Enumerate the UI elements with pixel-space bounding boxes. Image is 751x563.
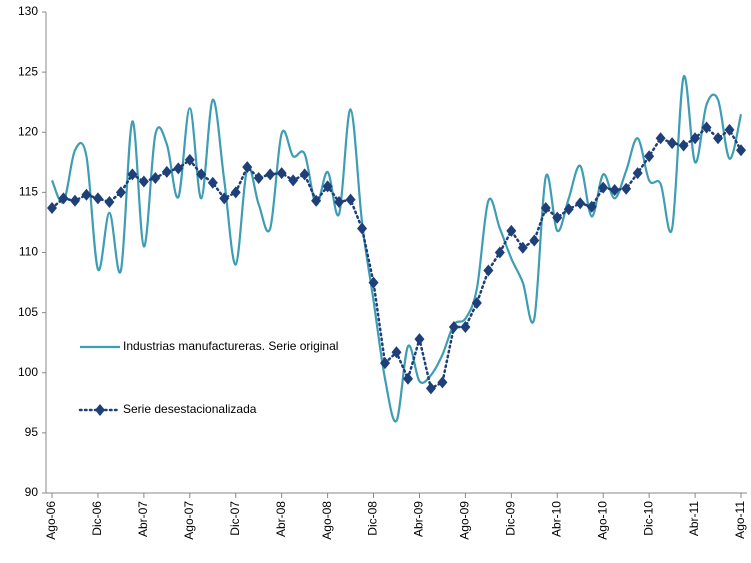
data-point <box>81 188 92 201</box>
data-point <box>517 241 528 254</box>
data-point <box>644 150 655 163</box>
x-tick-label: Dic-10 <box>641 501 655 536</box>
data-point <box>253 171 264 184</box>
y-tick-label: 120 <box>18 124 38 138</box>
data-point <box>425 382 436 395</box>
data-point <box>276 167 287 180</box>
data-point <box>575 197 586 210</box>
data-point <box>219 192 230 205</box>
data-point <box>92 192 103 205</box>
x-tick-label: Abr-10 <box>549 501 563 537</box>
data-point <box>460 321 471 334</box>
data-point <box>667 137 678 150</box>
data-point <box>299 168 310 181</box>
data-point <box>414 333 425 346</box>
y-tick-label: 90 <box>25 485 39 499</box>
data-point <box>334 195 345 208</box>
y-tick-label: 95 <box>25 425 39 439</box>
x-tick-label: Ago-06 <box>44 501 58 540</box>
data-point <box>563 203 574 216</box>
data-point <box>69 194 80 207</box>
data-point <box>713 132 724 145</box>
y-tick-label: 115 <box>19 185 38 199</box>
data-point <box>448 321 459 334</box>
x-tick-label: Abr-08 <box>274 501 288 537</box>
data-point <box>380 357 391 370</box>
data-point <box>655 132 666 145</box>
x-tick-label: Dic-08 <box>366 501 380 536</box>
data-point <box>161 165 172 178</box>
data-point <box>540 202 551 215</box>
x-tick-label: Ago-08 <box>320 501 334 540</box>
data-point <box>690 132 701 145</box>
data-point <box>207 176 218 189</box>
data-point <box>150 171 161 184</box>
data-point <box>609 183 620 196</box>
data-point <box>58 192 69 205</box>
data-point <box>621 182 632 195</box>
data-point <box>494 246 505 259</box>
data-point <box>368 276 379 289</box>
data-point <box>437 376 448 389</box>
data-point <box>288 174 299 187</box>
x-tick-label: Dic-07 <box>228 501 242 536</box>
x-tick-label: Ago-09 <box>458 501 472 540</box>
x-tick-label: Ago-10 <box>595 501 609 540</box>
data-point <box>506 224 517 237</box>
series-line <box>50 75 743 423</box>
legend-label: Serie desestacionalizada <box>123 402 257 416</box>
data-point <box>402 372 413 385</box>
x-tick-label: Abr-09 <box>412 501 426 537</box>
data-point <box>173 162 184 175</box>
data-point <box>184 153 195 166</box>
data-point <box>242 161 253 174</box>
y-tick-label: 125 <box>18 64 38 78</box>
data-point <box>736 144 746 157</box>
legend-label: Industrias manufactureras. Serie origina… <box>123 339 338 353</box>
data-point <box>322 180 333 193</box>
data-point <box>598 181 609 194</box>
data-point <box>311 194 322 207</box>
data-point <box>701 121 712 134</box>
x-tick-label: Ago-07 <box>182 501 196 540</box>
data-point <box>127 168 138 181</box>
x-tick-label: Dic-06 <box>90 501 104 536</box>
data-point <box>391 346 402 359</box>
data-point <box>230 186 241 199</box>
data-point <box>529 234 540 247</box>
x-tick-label: Abr-11 <box>687 501 701 536</box>
data-point <box>724 123 735 136</box>
x-tick-label: Abr-07 <box>136 501 150 537</box>
data-point <box>115 186 126 199</box>
data-point <box>471 297 482 310</box>
data-point <box>678 139 689 152</box>
data-point <box>552 211 563 224</box>
y-tick-label: 110 <box>19 245 38 259</box>
x-tick-label: Ago-11 <box>733 501 747 539</box>
y-tick-label: 130 <box>18 4 38 18</box>
y-tick-label: 105 <box>18 305 38 319</box>
data-point <box>483 264 494 277</box>
data-point <box>104 195 115 208</box>
data-point <box>265 168 276 181</box>
x-tick-label: Dic-09 <box>504 501 518 536</box>
data-point <box>138 175 149 188</box>
data-point <box>632 167 643 180</box>
data-point <box>196 168 207 181</box>
data-point <box>357 222 368 235</box>
y-tick-label: 100 <box>18 365 38 379</box>
legend-marker <box>95 404 105 416</box>
data-point <box>47 202 57 215</box>
data-point <box>586 200 597 213</box>
data-point <box>345 193 356 206</box>
